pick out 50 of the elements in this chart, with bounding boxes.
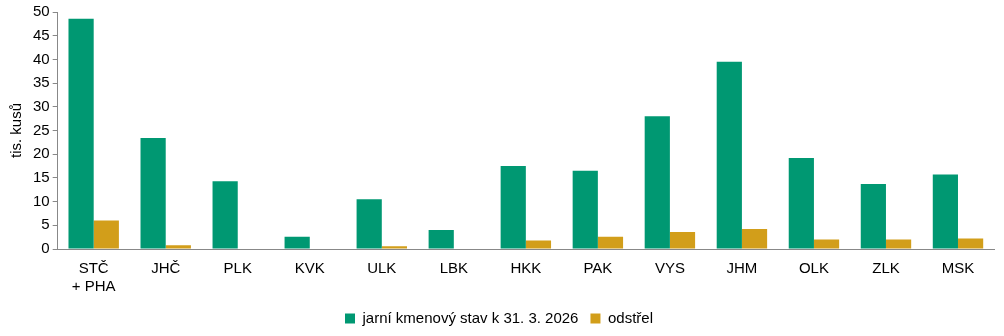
x-tick-label: LBK (439, 259, 468, 277)
y-tick-label: 35 (33, 73, 50, 91)
y-tick-label: 0 (41, 239, 50, 257)
y-tick-label: 20 (33, 144, 50, 162)
legend-label: odstřel (607, 308, 653, 326)
x-tick-label: PAK (583, 259, 613, 277)
x-tick-label: JHČ (151, 259, 181, 277)
x-tick-label: OLK (798, 259, 829, 277)
bar (140, 138, 166, 249)
x-tick-label: ZLK (872, 259, 900, 277)
x-tick-label: VYS (654, 259, 685, 277)
bar (212, 181, 238, 249)
y-tick-label: 50 (33, 2, 50, 20)
x-tick-label: KVK (294, 259, 325, 277)
y-tick-label: 40 (33, 49, 50, 67)
y-tick-label: 10 (33, 191, 50, 209)
y-tick-label: 25 (33, 120, 50, 138)
bar (813, 239, 840, 249)
y-axis-title: tis. kusů (7, 102, 25, 159)
bar (381, 246, 407, 249)
bar (716, 61, 742, 249)
bar (741, 229, 768, 249)
x-tick-label: STČ + PHA (71, 259, 116, 295)
bar (788, 157, 814, 249)
y-tick-label: 45 (33, 25, 50, 43)
bar (428, 230, 454, 249)
legend-label: jarní kmenový stav k 31. 3. 2026 (361, 308, 579, 326)
bar (284, 236, 310, 249)
y-tick-label: 15 (33, 168, 50, 186)
bar (68, 18, 94, 249)
bar (93, 220, 119, 249)
bar (644, 116, 670, 249)
bar (932, 174, 958, 249)
y-tick-label: 5 (41, 215, 50, 233)
x-tick-label: MSK (941, 259, 975, 277)
bar (957, 238, 984, 249)
bar (500, 166, 526, 249)
x-tick-label: JHM (726, 259, 758, 277)
bar (356, 199, 382, 249)
x-tick-label: ULK (367, 259, 397, 277)
bar (860, 184, 886, 249)
x-tick-label: PLK (223, 259, 252, 277)
bar (597, 236, 624, 249)
bar (885, 239, 912, 249)
bar (669, 231, 696, 249)
bar (165, 245, 191, 249)
bar (572, 170, 598, 249)
x-tick-label: HKK (510, 259, 542, 277)
y-tick-label: 30 (33, 96, 50, 114)
bar (525, 240, 552, 249)
